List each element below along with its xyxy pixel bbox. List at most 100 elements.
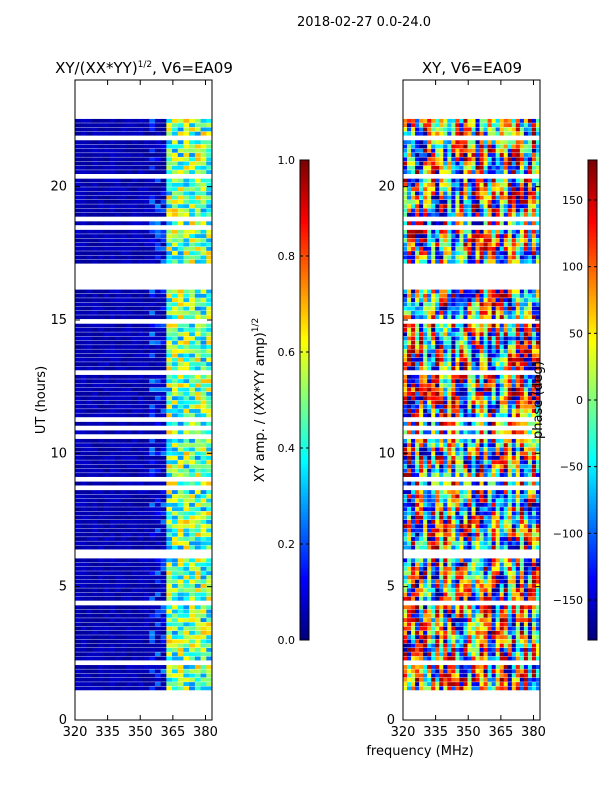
amplitude-cell — [172, 328, 178, 332]
amplitude-cell — [104, 593, 110, 597]
amplitude-cell — [144, 580, 150, 584]
phase-cell — [447, 588, 451, 592]
phase-cell — [532, 635, 536, 639]
phase-cell — [431, 456, 435, 460]
amplitude-cell — [172, 294, 178, 298]
amplitude-cell — [98, 401, 104, 405]
amplitude-cell — [149, 191, 155, 195]
phase-cell — [463, 635, 467, 639]
phase-cell — [524, 465, 528, 469]
amplitude-cell — [183, 473, 189, 477]
amplitude-cell — [115, 170, 121, 174]
amplitude-cell — [183, 209, 189, 213]
amplitude-cell — [206, 149, 212, 153]
phase-cell — [427, 413, 431, 417]
phase-cell — [532, 652, 536, 656]
phase-cell — [423, 627, 427, 631]
phase-cell — [516, 533, 520, 537]
amplitude-row — [75, 375, 212, 379]
amplitude-cell — [172, 162, 178, 166]
phase-cell — [427, 473, 431, 477]
phase-cell — [403, 648, 407, 652]
amplitude-cell — [138, 119, 144, 123]
amplitude-cell — [149, 221, 155, 225]
amplitude-cell — [75, 605, 81, 609]
amplitude-cell — [166, 588, 172, 592]
amplitude-cell — [132, 307, 138, 311]
amplitude-cell — [149, 593, 155, 597]
amplitude-cell — [149, 507, 155, 511]
phase-cell — [476, 456, 480, 460]
amplitude-cell — [98, 157, 104, 161]
phase-cell — [508, 584, 512, 588]
phase-cell — [476, 520, 480, 524]
phase-cell — [496, 529, 500, 533]
amplitude-cell — [166, 678, 172, 682]
amplitude-cell — [109, 563, 115, 567]
phase-cell — [443, 503, 447, 507]
amplitude-cell — [81, 311, 87, 315]
amplitude-cell — [166, 307, 172, 311]
amplitude-cell — [86, 584, 92, 588]
amplitude-cell — [81, 674, 87, 678]
phase-cell — [496, 546, 500, 550]
amplitude-cell — [178, 686, 184, 690]
amplitude-cell — [121, 294, 127, 298]
phase-cell — [512, 610, 516, 614]
amplitude-cell — [92, 575, 98, 579]
amplitude-cell — [166, 622, 172, 626]
phase-cell — [480, 571, 484, 575]
amplitude-cell — [115, 191, 121, 195]
amplitude-cell — [183, 145, 189, 149]
amplitude-cell — [161, 610, 167, 614]
amplitude-cell — [86, 234, 92, 238]
colorbar-segment — [300, 528, 309, 533]
amplitude-cell — [81, 213, 87, 217]
amplitude-cell — [81, 482, 87, 486]
amplitude-cell — [104, 383, 110, 387]
phase-cell — [496, 465, 500, 469]
amplitude-row — [75, 311, 212, 315]
phase-cell — [411, 422, 415, 426]
amplitude-cell — [92, 392, 98, 396]
phase-cell — [447, 674, 451, 678]
amplitude-cell — [144, 520, 150, 524]
amplitude-cell — [81, 593, 87, 597]
x-tick-label: 350 — [128, 725, 153, 740]
phase-cell — [435, 456, 439, 460]
phase-cell — [500, 469, 504, 473]
phase-cell — [439, 597, 443, 601]
phase-cell — [415, 605, 419, 609]
amplitude-cell — [126, 546, 132, 550]
amplitude-cell — [126, 490, 132, 494]
amplitude-cell — [81, 243, 87, 247]
phase-cell — [435, 669, 439, 673]
phase-cell — [467, 597, 471, 601]
phase-cell — [508, 678, 512, 682]
amplitude-cell — [126, 499, 132, 503]
amplitude-cell — [81, 584, 87, 588]
amplitude-cell — [104, 362, 110, 366]
phase-cell — [411, 644, 415, 648]
amplitude-cell — [161, 251, 167, 255]
amplitude-cell — [132, 366, 138, 370]
amplitude-cell — [206, 622, 212, 626]
amplitude-cell — [104, 209, 110, 213]
amplitude-cell — [75, 669, 81, 673]
colorbar-segment — [300, 428, 309, 433]
phase-cell — [532, 571, 536, 575]
phase-cell — [463, 610, 467, 614]
amplitude-cell — [121, 221, 127, 225]
amplitude-row — [75, 430, 212, 434]
amplitude-cell — [81, 516, 87, 520]
amplitude-cell — [155, 482, 161, 486]
phase-cell — [423, 622, 427, 626]
amplitude-cell — [92, 260, 98, 264]
phase-cell — [459, 639, 463, 643]
phase-cell — [524, 439, 528, 443]
amplitude-cell — [104, 648, 110, 652]
amplitude-cell — [195, 145, 201, 149]
phase-cell — [476, 682, 480, 686]
colorbar-segment — [300, 632, 309, 637]
amplitude-cell — [201, 422, 207, 426]
